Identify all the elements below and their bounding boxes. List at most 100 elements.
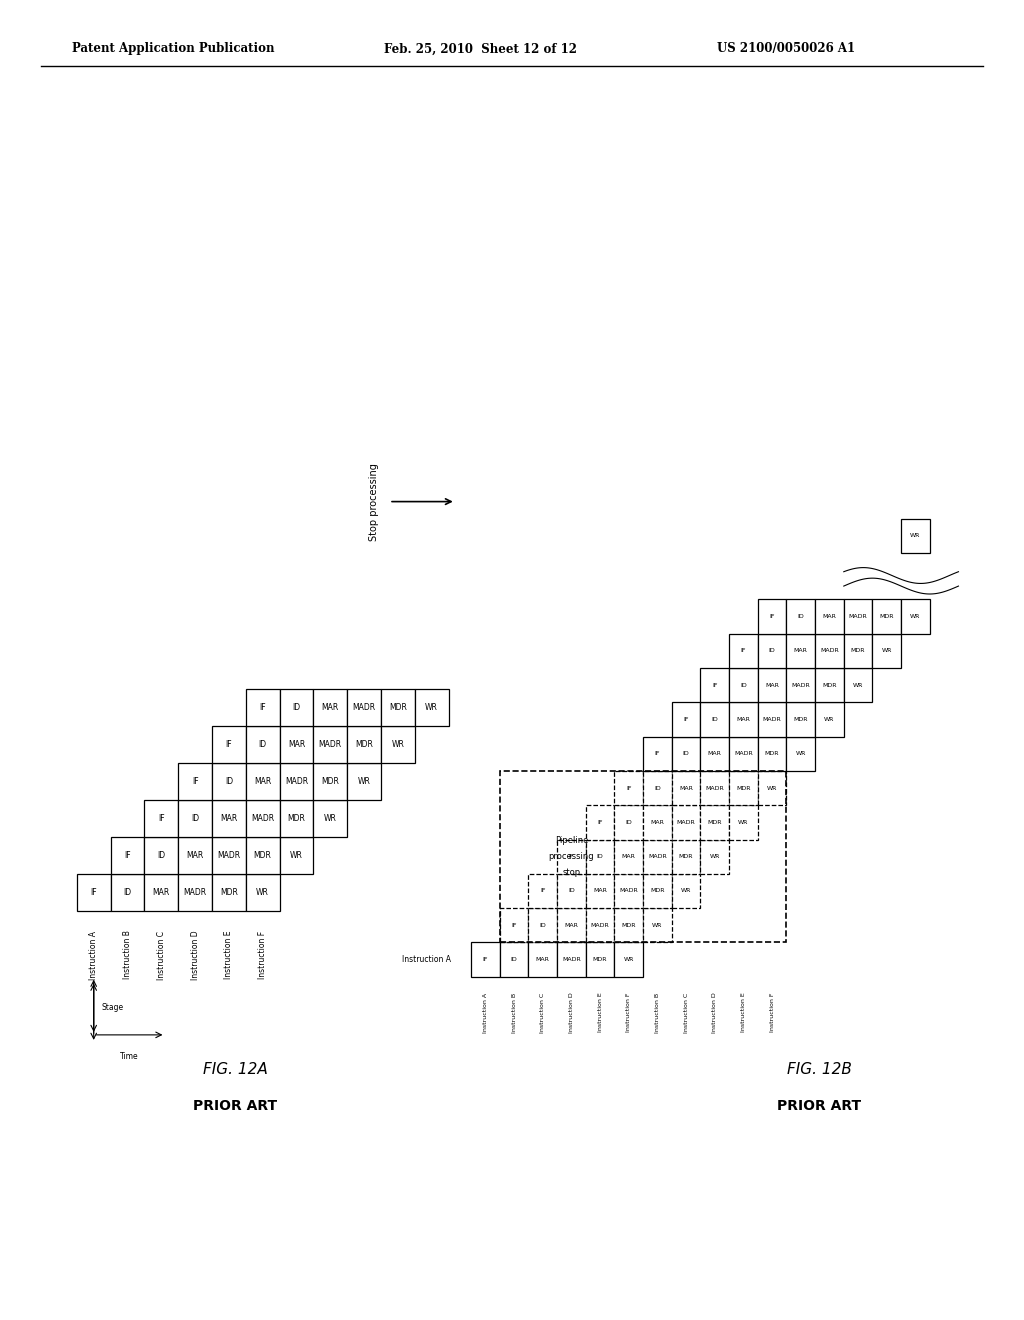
Bar	[844, 599, 872, 634]
Bar	[614, 874, 643, 908]
Text: WR: WR	[357, 777, 371, 785]
Text: MADR: MADR	[677, 820, 695, 825]
Bar	[901, 519, 930, 553]
Bar	[729, 668, 758, 702]
Bar	[246, 689, 280, 726]
Text: MAR: MAR	[708, 751, 722, 756]
Bar	[815, 634, 844, 668]
Text: stop: stop	[562, 869, 581, 876]
Bar	[672, 702, 700, 737]
Text: IF: IF	[597, 820, 603, 825]
Text: MADR: MADR	[734, 751, 753, 756]
Bar	[280, 726, 313, 763]
Bar	[844, 634, 872, 668]
Text: IF: IF	[511, 923, 517, 928]
Text: MADR: MADR	[706, 785, 724, 791]
Bar	[614, 942, 643, 977]
Bar	[786, 737, 815, 771]
Text: IF: IF	[626, 785, 632, 791]
Bar	[815, 668, 844, 702]
Text: IF: IF	[712, 682, 718, 688]
Bar	[280, 689, 313, 726]
Text: Instruction B: Instruction B	[123, 931, 132, 979]
Bar	[614, 908, 643, 942]
Bar	[77, 874, 111, 911]
Bar	[528, 874, 557, 908]
Text: MAR: MAR	[622, 854, 636, 859]
Bar	[586, 908, 614, 942]
Text: Instruction A: Instruction A	[401, 956, 451, 964]
Bar	[313, 689, 347, 726]
Bar	[246, 763, 280, 800]
Bar	[246, 800, 280, 837]
Text: MDR: MDR	[622, 923, 636, 928]
Bar	[586, 874, 614, 908]
Bar	[700, 668, 729, 702]
Text: MAR: MAR	[794, 648, 808, 653]
Text: MADR: MADR	[217, 851, 241, 859]
Bar	[471, 942, 500, 977]
Bar	[729, 737, 758, 771]
Text: ID: ID	[712, 717, 718, 722]
Text: MADR: MADR	[251, 814, 274, 822]
Bar	[786, 599, 815, 634]
Bar	[347, 763, 381, 800]
Text: WR: WR	[324, 814, 337, 822]
Text: ID: ID	[626, 820, 632, 825]
Bar	[815, 702, 844, 737]
Text: WR: WR	[391, 741, 404, 748]
Bar	[786, 702, 815, 737]
Bar	[557, 874, 586, 908]
Bar	[758, 599, 786, 634]
Text: WR: WR	[624, 957, 634, 962]
Text: ID: ID	[683, 751, 689, 756]
Text: MADR: MADR	[318, 741, 342, 748]
Text: ID: ID	[158, 851, 165, 859]
Bar	[872, 634, 901, 668]
Bar	[672, 840, 700, 874]
Bar	[111, 874, 144, 911]
Text: MAR: MAR	[736, 717, 751, 722]
Text: Instruction C: Instruction C	[541, 993, 545, 1032]
Bar	[246, 837, 280, 874]
Bar	[381, 689, 415, 726]
Text: IF: IF	[769, 614, 775, 619]
Bar	[901, 599, 930, 634]
Text: IF: IF	[124, 851, 131, 859]
Text: ID: ID	[124, 888, 131, 896]
Text: Feb. 25, 2010  Sheet 12 of 12: Feb. 25, 2010 Sheet 12 of 12	[384, 42, 577, 55]
Text: US 2100/0050026 A1: US 2100/0050026 A1	[717, 42, 855, 55]
Bar	[586, 942, 614, 977]
Text: Instruction B: Instruction B	[512, 993, 516, 1032]
Bar	[528, 942, 557, 977]
Text: Instruction F: Instruction F	[627, 993, 631, 1032]
Bar	[614, 805, 643, 840]
Text: MAR: MAR	[153, 888, 170, 896]
Bar	[178, 837, 212, 874]
Bar	[672, 874, 700, 908]
Text: MDR: MDR	[593, 957, 607, 962]
Text: MDR: MDR	[880, 614, 894, 619]
Bar	[500, 771, 786, 942]
Bar	[586, 840, 614, 874]
Text: ID: ID	[740, 682, 746, 688]
Text: IF: IF	[158, 814, 165, 822]
Text: Instruction A: Instruction A	[483, 993, 487, 1032]
Text: Instruction E: Instruction E	[224, 931, 233, 979]
Text: MDR: MDR	[220, 888, 238, 896]
Text: Instruction F: Instruction F	[258, 931, 267, 978]
Bar	[872, 599, 901, 634]
Bar	[212, 726, 246, 763]
Bar	[672, 737, 700, 771]
Text: Stage: Stage	[102, 1003, 124, 1011]
Text: Instruction D: Instruction D	[713, 993, 717, 1034]
Bar	[586, 805, 614, 840]
Text: MADR: MADR	[648, 854, 667, 859]
Bar	[700, 805, 729, 840]
Bar	[643, 874, 672, 908]
Text: MDR: MDR	[288, 814, 305, 822]
Bar	[212, 800, 246, 837]
Bar	[280, 800, 313, 837]
Text: PRIOR ART: PRIOR ART	[194, 1100, 278, 1113]
Bar	[313, 800, 347, 837]
